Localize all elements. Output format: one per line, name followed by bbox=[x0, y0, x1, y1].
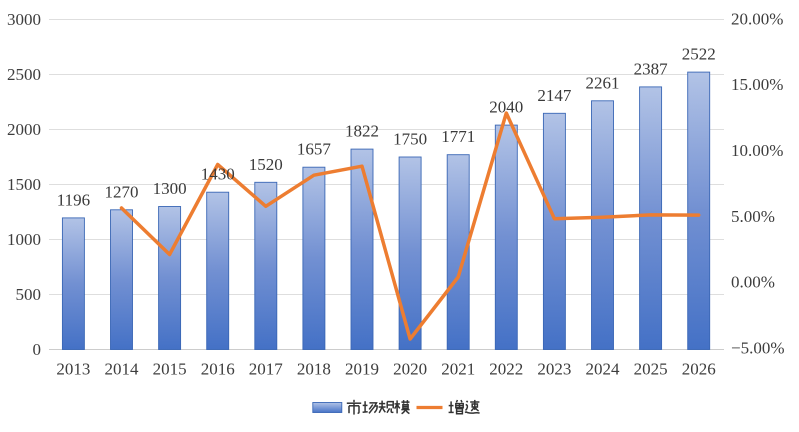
svg-text:2020: 2020 bbox=[393, 360, 427, 379]
svg-text:1196: 1196 bbox=[57, 190, 90, 209]
svg-text:1000: 1000 bbox=[7, 230, 41, 249]
svg-text:0: 0 bbox=[33, 340, 42, 359]
svg-text:2016: 2016 bbox=[201, 360, 235, 379]
svg-text:2023: 2023 bbox=[537, 360, 571, 379]
svg-text:−5.00%: −5.00% bbox=[731, 338, 785, 357]
svg-text:1270: 1270 bbox=[105, 182, 139, 201]
svg-text:1430: 1430 bbox=[201, 165, 235, 184]
svg-text:1771: 1771 bbox=[441, 127, 475, 146]
svg-text:2015: 2015 bbox=[153, 360, 187, 379]
svg-text:20.00%: 20.00% bbox=[731, 9, 783, 28]
svg-text:2013: 2013 bbox=[56, 360, 90, 379]
svg-text:1822: 1822 bbox=[345, 122, 379, 141]
svg-text:1750: 1750 bbox=[393, 130, 427, 149]
svg-text:2261: 2261 bbox=[586, 73, 620, 92]
svg-text:15.00%: 15.00% bbox=[731, 75, 783, 94]
svg-text:2019: 2019 bbox=[345, 360, 379, 379]
svg-text:1520: 1520 bbox=[249, 155, 283, 174]
svg-text:2500: 2500 bbox=[7, 65, 41, 84]
svg-text:1500: 1500 bbox=[7, 175, 41, 194]
svg-text:2025: 2025 bbox=[634, 360, 668, 379]
svg-text:2017: 2017 bbox=[249, 360, 284, 379]
svg-text:10.00%: 10.00% bbox=[731, 141, 783, 160]
svg-text:2147: 2147 bbox=[537, 86, 572, 105]
svg-text:2021: 2021 bbox=[441, 360, 475, 379]
svg-text:5.00%: 5.00% bbox=[731, 207, 775, 226]
svg-text:0.00%: 0.00% bbox=[731, 273, 775, 292]
svg-text:2000: 2000 bbox=[7, 120, 41, 139]
svg-text:2014: 2014 bbox=[105, 360, 140, 379]
svg-text:2022: 2022 bbox=[489, 360, 523, 379]
svg-text:1300: 1300 bbox=[153, 179, 187, 198]
svg-text:2026: 2026 bbox=[682, 360, 716, 379]
svg-text:500: 500 bbox=[16, 285, 42, 304]
svg-text:2040: 2040 bbox=[489, 98, 523, 117]
svg-text:2018: 2018 bbox=[297, 360, 331, 379]
svg-text:2522: 2522 bbox=[682, 45, 716, 64]
svg-text:2024: 2024 bbox=[586, 360, 621, 379]
svg-text:2387: 2387 bbox=[634, 59, 669, 78]
svg-text:1657: 1657 bbox=[297, 140, 332, 159]
svg-text:3000: 3000 bbox=[7, 10, 41, 29]
